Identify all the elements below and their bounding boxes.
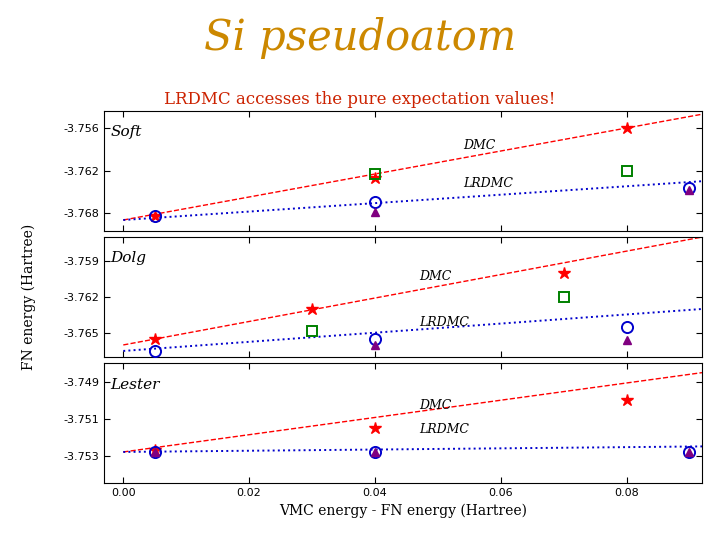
Text: DMC: DMC (463, 139, 495, 152)
Text: DMC: DMC (419, 270, 451, 283)
Text: Lester: Lester (110, 378, 160, 392)
Text: Soft: Soft (110, 125, 142, 139)
Text: FN energy (Hartree): FN energy (Hartree) (22, 224, 36, 370)
Text: LRDMC: LRDMC (463, 177, 513, 190)
Text: LRDMC: LRDMC (419, 423, 469, 436)
Text: LRDMC accesses the pure expectation values!: LRDMC accesses the pure expectation valu… (164, 91, 556, 109)
X-axis label: VMC energy - FN energy (Hartree): VMC energy - FN energy (Hartree) (279, 504, 527, 518)
Text: DMC: DMC (419, 400, 451, 413)
Text: LRDMC: LRDMC (419, 316, 469, 329)
Text: Dolg: Dolg (110, 252, 146, 266)
Text: Si pseudoatom: Si pseudoatom (204, 17, 516, 59)
